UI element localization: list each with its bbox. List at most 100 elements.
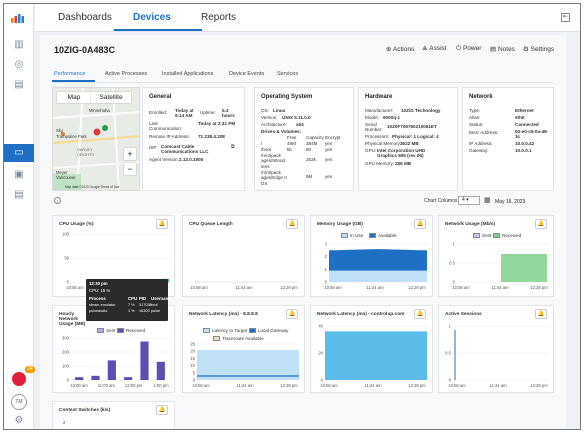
notes-button[interactable]: ▤ Notes [490, 46, 515, 53]
subtab-installed-applications[interactable]: Installed Applications [162, 71, 214, 77]
tab-dashboards[interactable]: Dashboards [58, 12, 112, 23]
legend-latency-target[interactable]: Latency to Target [203, 328, 248, 334]
power-button[interactable]: ⏻ Power [456, 45, 482, 52]
actions-button[interactable]: ⊕ Actions [386, 46, 415, 53]
devices-icon[interactable]: ▭ [4, 144, 34, 162]
enrolled-value: Today at 9:14 AM [175, 108, 194, 118]
settings-button[interactable]: ⚙ Settings [523, 46, 555, 53]
network-panel: Network Type: Ethernet Alias: eth0 Statu… [462, 87, 554, 191]
legend-received[interactable]: Received [117, 328, 145, 334]
legend-swatch [213, 336, 220, 342]
map-label-harvey: HARVEY [77, 148, 93, 152]
legend-sent[interactable]: Sent [97, 328, 116, 334]
legend-label: Sent [482, 233, 492, 238]
tooltip-pid: 317038 [139, 303, 152, 307]
network-received-area [501, 254, 547, 282]
bell-icon[interactable]: 🔔 [156, 405, 168, 415]
assist-button[interactable]: ⟁ Assist [422, 45, 447, 52]
collapse-icon[interactable]: ⇤ [561, 13, 570, 22]
alias-value: eth0 [515, 115, 525, 120]
bell-icon[interactable]: 🔔 [414, 309, 426, 319]
subtab-services[interactable]: Services [277, 71, 299, 77]
y-tick-label: 0.5 [445, 351, 451, 356]
bell-icon[interactable]: 🔔 [286, 219, 298, 229]
subtab-device-events[interactable]: Device Events [229, 71, 265, 77]
bell-icon[interactable]: 🔔 [286, 309, 298, 319]
x-tick-label: 12:29 pm [408, 285, 426, 290]
bar-received [107, 360, 116, 380]
gpu-label: GPU: [365, 148, 377, 153]
drive-name: / [261, 141, 263, 146]
chart-title: CPU Queue Length [189, 222, 233, 227]
legend-sent[interactable]: Sent [473, 233, 492, 239]
info-icon[interactable]: i [54, 197, 61, 204]
user-avatar[interactable]: TM [11, 394, 27, 410]
physical-memory-value: 3622 MB [400, 141, 419, 146]
model-label: Model: [365, 115, 379, 120]
network-usage-plot: 1 0.5 010:58 am 11:44 am 12:29 pm [449, 242, 549, 290]
hourly-network-plot: 300 200 100 010:00 am 11:00 am 12:00 pm 1:00 p… [62, 336, 169, 389]
bell-icon[interactable]: 🔔 [535, 219, 547, 229]
tab-devices[interactable]: Devices [133, 12, 171, 23]
app-window: ▥ ◎ ▤ ▭ ▣ ▤ 24 TM ⚙ Dashboards Devices R… [3, 3, 581, 430]
bell-icon[interactable]: 🔔 [414, 219, 426, 229]
legend-label: Traceroute Available [222, 336, 264, 341]
tab-reports[interactable]: Reports [201, 12, 237, 23]
zoom-out-button[interactable]: − [124, 163, 136, 175]
legend-available[interactable]: Available [369, 233, 397, 239]
bell-icon[interactable]: 🔔 [535, 309, 547, 319]
y-tick-label: 100 [62, 364, 70, 369]
left-rail: ▥ ◎ ▤ ▭ ▣ ▤ 24 TM ⚙ [4, 4, 35, 429]
map-label-sky: Sky [56, 128, 63, 133]
tooltip-process-cpu: 1 % [128, 309, 135, 313]
legend-label: Sent [106, 328, 116, 333]
y-tick-label: 3 [325, 242, 328, 247]
calendar-icon[interactable]: ▦ [484, 197, 491, 204]
legend-traceroute[interactable]: Traceroute Available [213, 336, 264, 342]
drive-capacity: 384M [306, 141, 318, 146]
legend-swatch [249, 328, 256, 334]
gear-icon[interactable]: ⚙ [14, 415, 24, 426]
tooltip-time: 12:30 pm [89, 281, 108, 286]
monitor-icon[interactable]: ▣ [14, 169, 24, 180]
external-link-icon[interactable]: ⧉ [231, 144, 235, 150]
date-picker[interactable]: May 16, 2023 [495, 199, 526, 205]
x-tick-label: 10:00 am [70, 383, 88, 388]
chart-columns-select[interactable]: 4 ▾ [458, 196, 480, 205]
architecture-label: Architecture: [261, 122, 287, 127]
location-map[interactable]: Map Satellite Minnehaha Sky Trampoline P… [52, 87, 140, 191]
device-card: 10ZIG-0A483C ⊕ Actions ⟁ Assist ⏻ Power … [40, 35, 566, 429]
compass-icon[interactable]: ◎ [14, 59, 24, 70]
map-view-button[interactable]: Map [57, 92, 91, 103]
latency-target-area [197, 350, 299, 380]
legend-label: Latency to Target [212, 328, 248, 333]
dashboard-icon[interactable]: ▥ [14, 39, 24, 50]
y-tick-label: 5 [193, 370, 196, 375]
mac-value: 00-e0-c5-0a-48-3c [515, 129, 549, 139]
uptime-label: Uptime: [200, 110, 216, 115]
chart-title: Memory Usage (GB) [317, 222, 363, 227]
legend-received[interactable]: Received [493, 233, 521, 239]
network-title: Network [469, 94, 493, 100]
subtab-active-processes[interactable]: Active Processes [105, 71, 148, 77]
reports-icon[interactable]: ▤ [14, 79, 24, 90]
gateway-label: Gateway: [469, 148, 489, 153]
chart-latency-google: Network Latency (ms) - 8.8.8.8 🔔 Latency … [182, 305, 305, 393]
y-tick-label: 0 [67, 378, 70, 383]
actions-label: Actions [392, 46, 415, 53]
tooltip-header-cpu: CPU [128, 296, 138, 301]
agent-version-value: 2.13.0.1000 [179, 157, 204, 162]
drive-name: teris [261, 164, 270, 169]
satellite-view-button[interactable]: Satellite [91, 92, 131, 103]
drives-label: Drives & Volumes: [261, 129, 302, 134]
document-icon[interactable]: ▤ [14, 189, 24, 200]
alerts-icon[interactable] [12, 372, 26, 386]
subtab-performance[interactable]: Performance [54, 71, 86, 77]
zoom-in-button[interactable]: + [124, 148, 136, 160]
bell-icon[interactable]: 🔔 [156, 219, 168, 229]
legend-in-use[interactable]: In Use [341, 233, 363, 239]
legend-local-gateway[interactable]: Local Gateway [249, 328, 288, 334]
bar-received [75, 377, 84, 380]
tooltip-header-username: Username [151, 296, 172, 301]
map-terms-link[interactable]: Terms of Use [100, 185, 120, 189]
